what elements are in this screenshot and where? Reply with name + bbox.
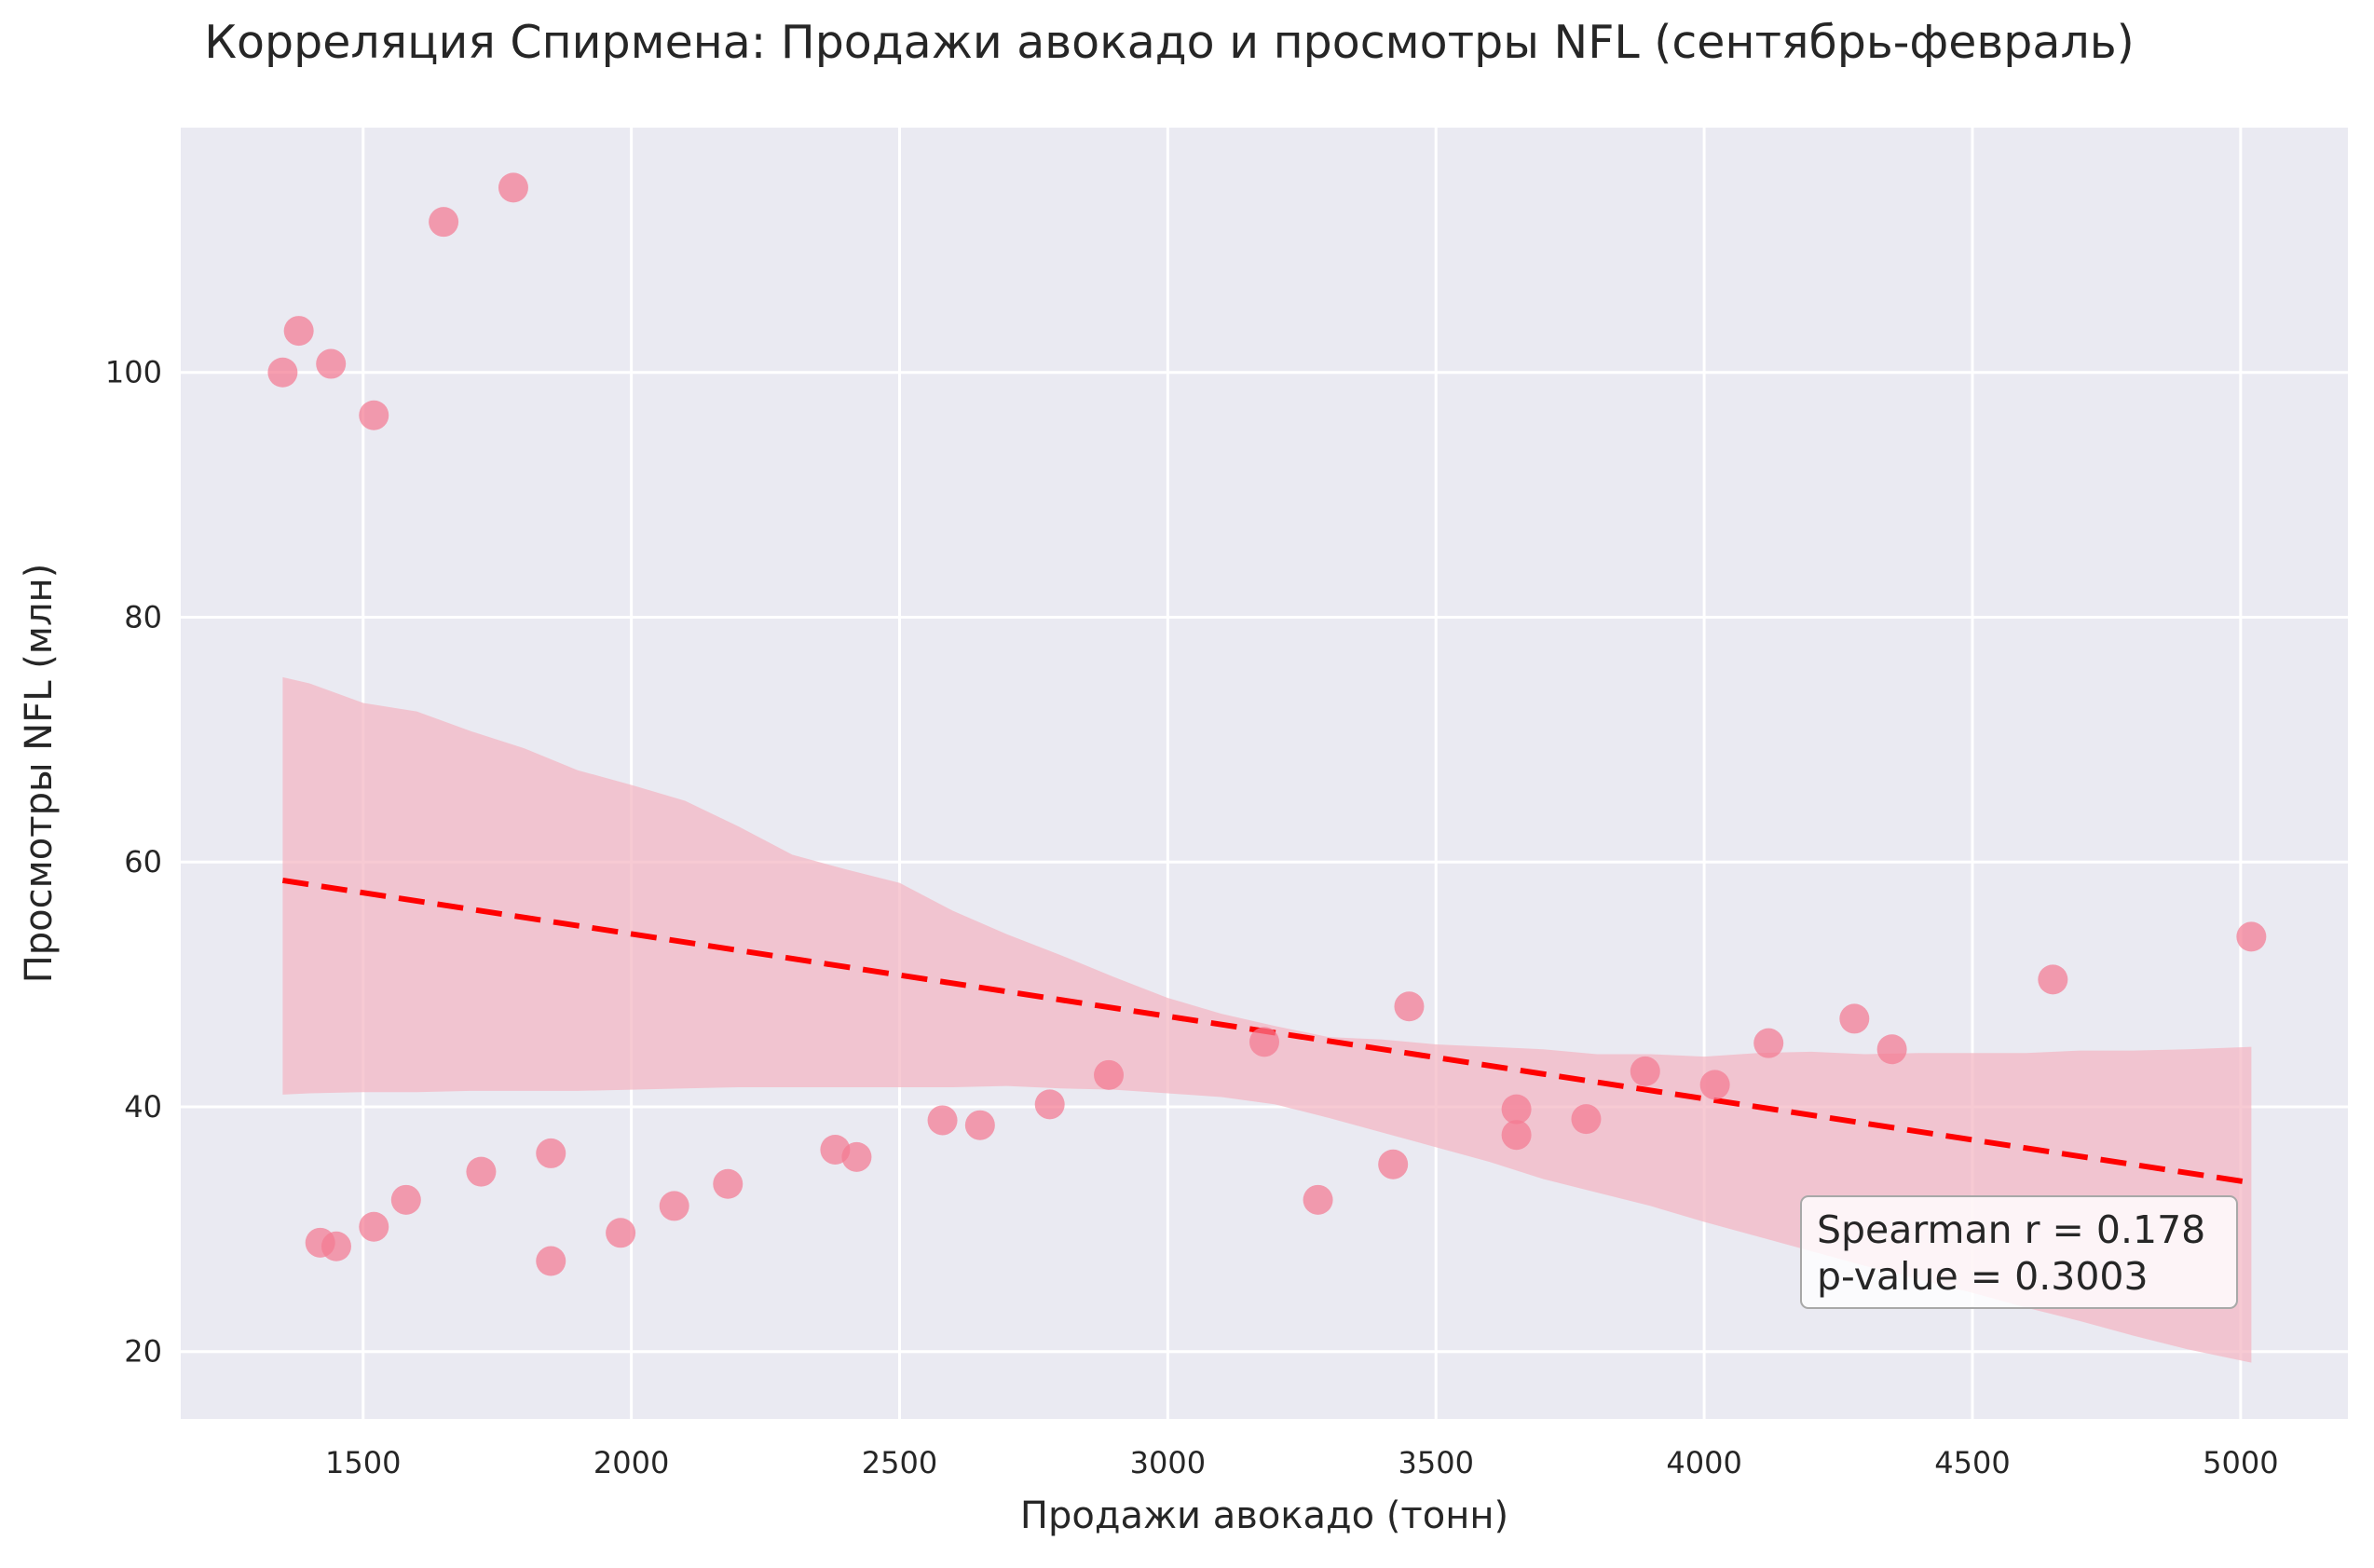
data-point — [2038, 964, 2068, 995]
y-tick-label-60: 60 — [124, 844, 162, 879]
data-point — [606, 1218, 636, 1248]
correlation-annotation: Spearman r = 0.178 p-value = 0.3003 — [1800, 1195, 2238, 1309]
x-tick-label-1500: 1500 — [325, 1445, 401, 1480]
data-point — [659, 1191, 689, 1221]
data-point — [1394, 991, 1425, 1022]
data-point — [359, 400, 389, 430]
y-tick-label-80: 80 — [124, 599, 162, 634]
x-tick-label-4000: 4000 — [1666, 1445, 1741, 1480]
data-point — [316, 348, 347, 379]
confidence-band — [282, 676, 2252, 1363]
data-point — [1303, 1184, 1333, 1215]
data-point — [536, 1138, 566, 1168]
data-point — [713, 1168, 744, 1199]
data-point — [1876, 1034, 1907, 1065]
data-point — [927, 1105, 958, 1136]
x-tick-label-2500: 2500 — [862, 1445, 937, 1480]
data-point — [841, 1141, 872, 1172]
data-point — [1571, 1104, 1602, 1135]
y-tick-label-20: 20 — [124, 1334, 162, 1370]
data-point — [1249, 1027, 1279, 1057]
data-point — [1699, 1070, 1730, 1100]
x-tick-label-2000: 2000 — [594, 1445, 669, 1480]
data-point — [1378, 1149, 1409, 1179]
x-axis-label: Продажи авокадо (тонн) — [1020, 1494, 1508, 1537]
data-point — [429, 207, 459, 238]
x-tick-label-5000: 5000 — [2203, 1445, 2278, 1480]
y-tick-label-100: 100 — [105, 355, 162, 390]
data-point — [1839, 1003, 1870, 1034]
data-point — [1034, 1089, 1065, 1120]
axis-labels: 1500 2000 2500 3000 3500 4000 4500 5000 20 40 60 80… — [105, 355, 2279, 1480]
data-point — [536, 1246, 566, 1276]
data-point — [1753, 1028, 1784, 1058]
x-tick-label-3500: 3500 — [1398, 1445, 1474, 1480]
data-point — [964, 1110, 995, 1140]
data-point — [1094, 1059, 1125, 1090]
x-tick-label-3000: 3000 — [1130, 1445, 1206, 1480]
chart-title: Корреляция Спирмена: Продажи авокадо и п… — [204, 16, 2135, 69]
data-point — [2236, 921, 2267, 952]
data-points — [267, 172, 2267, 1276]
y-tick-label-40: 40 — [124, 1089, 162, 1125]
spearman-text: Spearman r = 0.178 — [1817, 1207, 2206, 1252]
confidence-band-layer — [282, 676, 2252, 1363]
x-tick-label-4500: 4500 — [1934, 1445, 2010, 1480]
data-point — [390, 1184, 421, 1215]
p-value-text: p-value = 0.3003 — [1817, 1254, 2149, 1299]
data-point — [1501, 1094, 1532, 1125]
data-point — [466, 1156, 497, 1187]
data-point — [321, 1231, 351, 1261]
data-point — [1630, 1056, 1660, 1086]
data-point — [267, 357, 298, 388]
data-point — [283, 316, 314, 347]
data-point — [359, 1211, 389, 1242]
y-axis-label: Просмотры NFL (млн) — [18, 564, 61, 984]
data-point — [498, 172, 528, 203]
data-point — [1501, 1120, 1532, 1151]
